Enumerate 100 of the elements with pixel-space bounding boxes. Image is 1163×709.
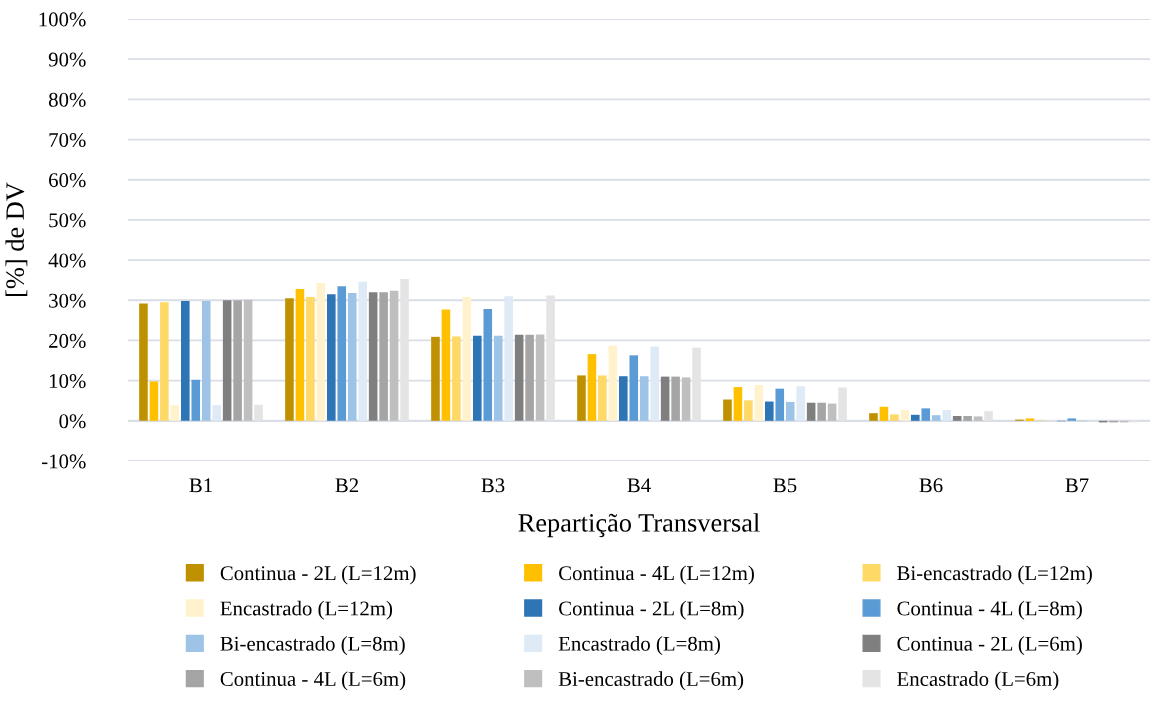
bar (462, 297, 472, 421)
legend-label: Continua - 4L (L=6m) (220, 671, 406, 691)
bar (452, 336, 461, 421)
bar (327, 294, 336, 421)
legend-label: Continua - 2L (L=12m) (220, 565, 416, 585)
y-tick-label: 10% (49, 374, 86, 389)
bar (525, 334, 534, 421)
bar (201, 301, 211, 421)
legend-label: Bi-encastrado (L=12m) (897, 565, 1092, 585)
bar (671, 376, 680, 421)
legend-label: Encastrado (L=6m) (897, 671, 1059, 691)
bar (1025, 418, 1035, 421)
bar (191, 379, 201, 421)
x-axis-title: Repartição Transversal (518, 513, 760, 538)
y-tick-label: 30% (49, 293, 86, 308)
bar (942, 409, 951, 421)
x-tick-label: B1 (189, 478, 212, 493)
y-tick-label: 60% (49, 173, 86, 188)
bar (879, 406, 889, 421)
bar (681, 377, 691, 421)
x-tick-label: B2 (335, 478, 359, 493)
y-tick-label: 70% (49, 132, 86, 148)
bar (316, 282, 326, 421)
bar (347, 293, 357, 421)
y-tick-label: 0% (59, 414, 86, 429)
bar (765, 401, 774, 421)
bar (796, 386, 805, 421)
legend-label: Continua - 4L (L=12m) (559, 565, 754, 585)
bar (775, 388, 785, 421)
bar (619, 376, 628, 421)
y-tick-label: -10% (41, 454, 86, 469)
bar (869, 413, 878, 421)
bar (139, 303, 148, 421)
bar (170, 405, 180, 421)
bar (514, 334, 524, 421)
bar (817, 402, 826, 421)
bar (660, 376, 670, 421)
bar (358, 281, 367, 421)
bar (785, 401, 795, 421)
bar (149, 381, 159, 421)
bar (806, 402, 816, 421)
legend-label: Bi-encastrado (L=8m) (220, 636, 405, 655)
bar (890, 414, 899, 421)
legend-label: Continua - 4L (L=8m) (897, 600, 1082, 620)
bar (639, 376, 649, 421)
bar (441, 309, 451, 421)
bar (504, 296, 513, 421)
bar (431, 336, 440, 421)
x-tick-label: B4 (627, 478, 651, 493)
bar (744, 400, 753, 421)
bar (212, 405, 221, 421)
bar (952, 416, 962, 421)
bar (160, 302, 169, 421)
bar (222, 300, 232, 421)
bar (473, 335, 482, 421)
bar (181, 301, 190, 421)
bar (921, 408, 931, 421)
bar (577, 375, 586, 421)
bar (1067, 418, 1077, 421)
bar (285, 298, 294, 421)
y-axis-title: [%] de DV (5, 182, 28, 296)
y-tick-label: 100% (39, 12, 86, 27)
legend-label: Continua - 2L (L=8m) (559, 600, 744, 620)
bar (963, 416, 972, 421)
bar (368, 292, 378, 421)
y-tick-label: 90% (48, 52, 86, 67)
bar (733, 387, 743, 421)
legend-label: Bi-encastrado (L=6m) (558, 671, 744, 691)
bar (754, 385, 764, 421)
bar (587, 354, 597, 421)
bar (389, 290, 399, 421)
bar (973, 416, 983, 421)
y-tick-label: 20% (49, 333, 86, 348)
bar (723, 399, 732, 421)
legend-label: Encastrado (L=12m) (220, 600, 393, 620)
bar (650, 346, 659, 421)
bar (598, 375, 607, 421)
bar (493, 335, 503, 421)
bar (629, 355, 639, 421)
bar (233, 300, 242, 421)
bar (306, 297, 315, 421)
bar (295, 289, 305, 421)
legend-label: Continua - 2L (L=6m) (897, 636, 1082, 655)
bar (337, 286, 347, 421)
y-tick-label: 50% (49, 213, 86, 228)
bar (900, 409, 910, 421)
bar (243, 299, 253, 421)
bar (608, 345, 618, 421)
bar (379, 292, 388, 421)
bar (911, 414, 920, 421)
x-tick-label: B6 (919, 478, 943, 493)
legend-label: Encastrado (L=8m) (558, 636, 720, 655)
y-tick-label: 40% (48, 253, 86, 268)
x-tick-label: B7 (1065, 478, 1089, 493)
x-tick-label: B5 (773, 478, 797, 493)
x-tick-label: B3 (481, 478, 505, 493)
y-tick-label: 80% (48, 92, 86, 107)
bar (535, 334, 545, 421)
bar (931, 415, 941, 421)
bar (827, 403, 837, 421)
